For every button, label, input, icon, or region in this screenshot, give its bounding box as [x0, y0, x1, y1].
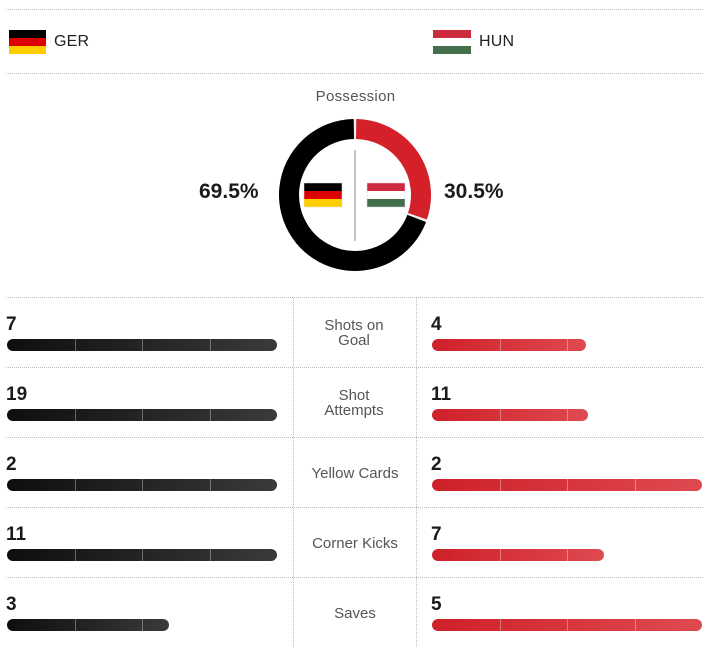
home-stat-bar: [7, 409, 277, 421]
stat-label: Shot Attempts: [324, 387, 384, 419]
bar-segment-divider: [567, 549, 568, 561]
away-stat-bar: [432, 409, 588, 421]
bar-segment-divider: [500, 549, 501, 561]
stat-row-divider: [6, 507, 703, 508]
bar-segment-divider: [75, 409, 76, 421]
home-stat-bar: [7, 549, 277, 561]
home-stat-value: 2: [6, 454, 17, 475]
bar-segment-divider: [210, 549, 211, 561]
away-stat-value: 7: [431, 524, 442, 545]
bar-segment-divider: [210, 339, 211, 351]
stat-row-divider: [6, 577, 703, 578]
away-stat-value: 2: [431, 454, 442, 475]
away-possession-value: 30.5%: [444, 180, 504, 203]
stat-label: Shots on Goal: [324, 317, 384, 349]
away-team: HUN: [433, 30, 514, 54]
bar-segment-divider: [500, 479, 501, 491]
home-possession-value: 69.5%: [199, 180, 259, 203]
away-stat-bar: [432, 619, 702, 631]
possession-title: Possession: [315, 88, 396, 105]
bar-segment-divider: [142, 619, 143, 631]
away-stat-bar: [432, 339, 586, 351]
bar-segment-divider: [75, 339, 76, 351]
hungary-flag-icon: [366, 182, 406, 208]
away-team-name: HUN: [479, 33, 515, 50]
bar-segment-divider: [142, 549, 143, 561]
away-stat-value: 11: [431, 384, 452, 405]
label-column-left-divider: [293, 298, 294, 647]
home-stat-value: 11: [6, 524, 27, 545]
bar-segment-divider: [635, 479, 636, 491]
home-stat-bar: [7, 339, 277, 351]
bar-segment-divider: [142, 479, 143, 491]
stat-label: Saves: [334, 605, 376, 622]
bar-segment-divider: [75, 619, 76, 631]
away-stat-bar: [432, 549, 604, 561]
away-stat-value: 4: [431, 314, 442, 335]
possession-donut-chart: [279, 119, 431, 271]
bar-segment-divider: [567, 409, 568, 421]
home-possession-arc: [279, 119, 427, 271]
bar-segment-divider: [567, 479, 568, 491]
bar-segment-divider: [500, 409, 501, 421]
bar-segment-divider: [567, 339, 568, 351]
away-stat-bar: [432, 479, 702, 491]
stat-row-divider: [6, 367, 703, 368]
home-stat-value: 19: [6, 384, 28, 405]
bar-segment-divider: [210, 409, 211, 421]
home-stat-value: 7: [6, 314, 17, 335]
bar-segment-divider: [142, 409, 143, 421]
possession-divider: [6, 297, 703, 298]
home-team: GER: [9, 30, 89, 54]
germany-flag-icon: [303, 182, 343, 208]
label-column-right-divider: [416, 298, 417, 647]
bar-segment-divider: [75, 549, 76, 561]
home-team-name: GER: [54, 33, 90, 50]
away-possession-arc: [355, 119, 431, 220]
home-stat-bar: [7, 479, 277, 491]
stat-label: Corner Kicks: [312, 535, 398, 552]
hungary-flag-icon: [433, 30, 471, 54]
bar-segment-divider: [210, 479, 211, 491]
germany-flag-icon: [9, 30, 46, 54]
home-stat-bar: [7, 619, 169, 631]
bar-segment-divider: [567, 619, 568, 631]
bar-segment-divider: [635, 619, 636, 631]
bar-segment-divider: [142, 339, 143, 351]
bar-segment-divider: [500, 339, 501, 351]
stat-row-divider: [6, 437, 703, 438]
bar-segment-divider: [500, 619, 501, 631]
header-divider: [6, 73, 703, 74]
home-stat-value: 3: [6, 594, 17, 615]
stat-label: Yellow Cards: [311, 465, 399, 482]
away-stat-value: 5: [431, 594, 442, 615]
bar-segment-divider: [75, 479, 76, 491]
top-divider: [6, 9, 703, 10]
